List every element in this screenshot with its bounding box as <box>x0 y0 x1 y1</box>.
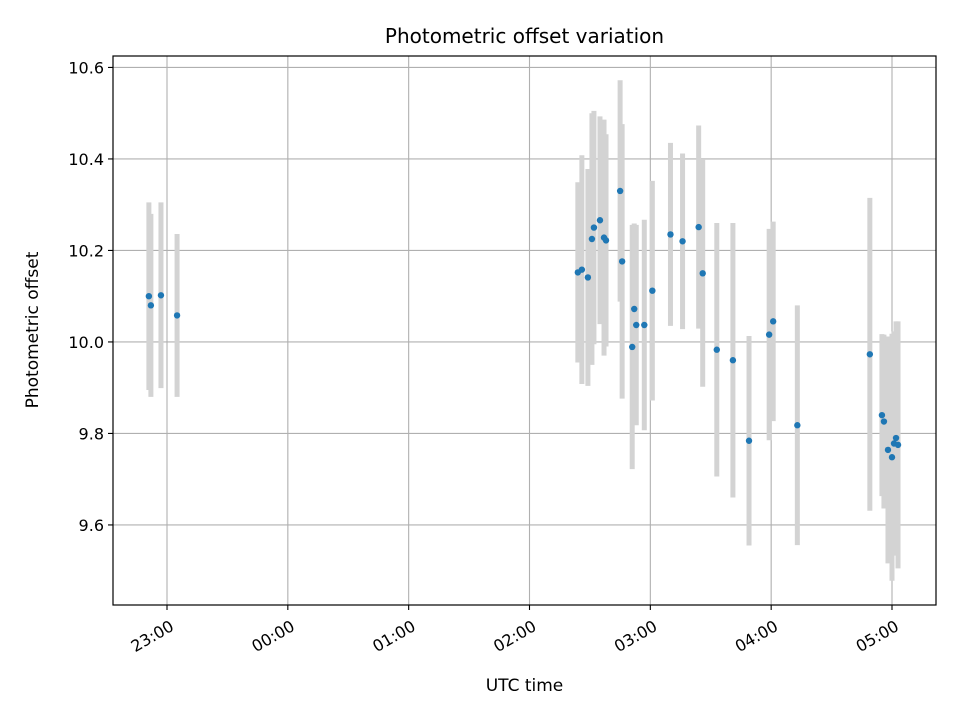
data-point <box>578 266 586 273</box>
data-point <box>590 224 598 231</box>
data-point <box>884 446 892 454</box>
data-point <box>596 217 604 224</box>
y-axis-title: Photometric offset <box>23 251 43 408</box>
data-point <box>588 235 596 243</box>
y-tick-label: 10.0 <box>68 333 104 352</box>
data-point <box>173 312 181 319</box>
data-point <box>157 292 165 299</box>
data-point <box>633 321 640 329</box>
plot-frame <box>112 55 937 606</box>
data-point <box>618 258 626 265</box>
data-point <box>679 238 686 245</box>
data-point <box>878 411 886 419</box>
y-tick-label: 10.6 <box>68 58 104 77</box>
data-point <box>602 237 610 244</box>
y-tick-label: 10.2 <box>68 241 104 260</box>
data-point <box>892 434 900 442</box>
data-point <box>888 454 896 461</box>
data-point <box>629 343 636 351</box>
y-tick-label: 9.6 <box>79 516 104 535</box>
data-point <box>765 331 773 338</box>
data-point <box>667 231 674 238</box>
data-point <box>649 287 656 294</box>
chart-title: Photometric offset variation <box>385 24 664 48</box>
data-point <box>894 441 902 449</box>
data-point <box>695 223 702 231</box>
data-point <box>616 187 624 195</box>
data-point <box>769 318 777 325</box>
data-point <box>145 292 153 300</box>
y-tick-label: 9.8 <box>79 424 104 443</box>
x-axis-title: UTC time <box>486 676 564 696</box>
data-point <box>713 346 720 353</box>
data-point <box>631 305 638 313</box>
markers <box>145 187 902 461</box>
data-point <box>699 270 706 277</box>
data-point <box>147 302 155 309</box>
data-point <box>584 274 592 281</box>
y-axis: 9.6 9.8 10.0 10.2 10.4 10.6 <box>68 58 113 535</box>
data-point <box>641 321 648 329</box>
data-point <box>866 351 874 358</box>
y-tick-label: 10.4 <box>68 150 104 169</box>
data-point <box>745 437 753 444</box>
data-point <box>794 422 801 429</box>
data-point <box>880 418 888 425</box>
data-point <box>729 357 737 364</box>
